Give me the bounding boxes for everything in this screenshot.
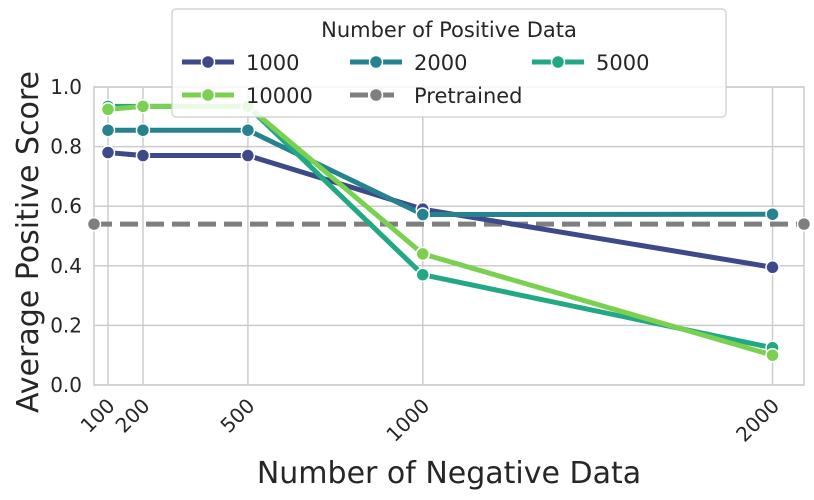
data-point-2000-1000 (415, 207, 431, 222)
legend-marker-10000 (200, 87, 216, 103)
legend-marker-2000 (368, 54, 384, 70)
data-point-5000-1000 (415, 267, 431, 282)
x-tick-label: 200 (111, 394, 155, 438)
data-point-2000-100 (100, 122, 116, 138)
y-tick-label: 0.8 (50, 135, 82, 159)
series-line-10000 (105, 103, 776, 358)
legend-marker-1000 (200, 54, 216, 70)
x-axis-title: Number of Negative Data (257, 456, 641, 491)
legend-label-10000: 10000 (246, 84, 313, 108)
x-tick-label: 2000 (731, 394, 784, 447)
data-point-10000-100 (100, 102, 116, 117)
series-line-2000 (105, 127, 776, 218)
x-tick-label: 1000 (381, 394, 434, 447)
series-group (100, 99, 780, 363)
y-tick-label: 0.0 (50, 373, 82, 397)
legend-label-Pretrained: Pretrained (414, 84, 523, 108)
legend-title: Number of Positive Data (321, 18, 577, 42)
data-point-10000-200 (135, 99, 151, 114)
data-point-1000-100 (100, 145, 116, 160)
data-point-2000-2000 (765, 206, 780, 222)
series-line-1000 (105, 150, 776, 270)
y-tick-label: 1.0 (50, 75, 82, 99)
y-axis-title: Average Positive Score (11, 71, 46, 413)
y-tick-labels: 0.0 0.2 0.4 0.6 0.8 1.0 (50, 75, 82, 397)
legend-box (171, 8, 727, 118)
x-tick-label: 500 (215, 394, 259, 438)
legend-label-2000: 2000 (414, 51, 467, 75)
pretrained-marker-left (86, 216, 102, 232)
series-line-5000 (105, 103, 776, 351)
pretrained-marker-right (796, 216, 812, 232)
data-point-1000-500 (240, 148, 256, 163)
y-tick-label: 0.4 (50, 254, 82, 278)
data-point-2000-200 (135, 122, 151, 138)
reference-line-group (86, 216, 812, 232)
x-tick-label: 100 (76, 394, 120, 438)
data-point-10000-2000 (765, 347, 780, 363)
legend-marker-Pretrained (368, 87, 384, 103)
legend-marker-5000 (550, 54, 566, 70)
legend-label-1000: 1000 (246, 51, 299, 75)
data-point-10000-1000 (415, 246, 431, 262)
legend-items: 1000 2000 5000 10000 Pretrained (182, 51, 649, 108)
data-point-1000-200 (135, 148, 151, 163)
legend: Number of Positive Data 1000 2000 50001000… (171, 8, 727, 118)
y-tick-label: 0.6 (50, 194, 82, 218)
data-point-1000-2000 (765, 260, 780, 275)
data-point-2000-500 (240, 122, 256, 138)
legend-label-5000: 5000 (596, 51, 649, 75)
y-tick-label: 0.2 (50, 313, 82, 337)
